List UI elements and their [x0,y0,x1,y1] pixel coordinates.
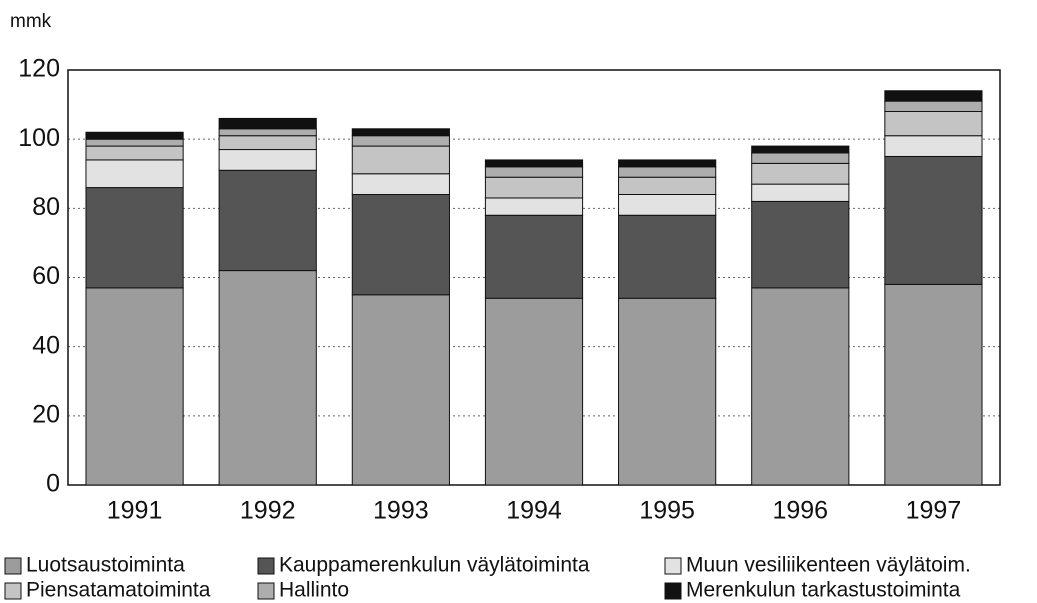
bar-segment [484,197,584,216]
x-tick-label: 1997 [906,497,962,525]
bar-segment [218,149,317,171]
bar-segment [85,187,184,289]
bar-segment [85,145,184,161]
bar-segment [85,159,184,189]
y-tick-label: 0 [46,470,60,498]
legend-swatch [664,557,682,575]
bar-segment [218,135,317,151]
y-tick-label: 60 [32,262,60,290]
bar-segment [618,166,717,178]
y-tick-label: 100 [18,124,60,152]
bar-segment [85,131,184,140]
x-tick-label: 1993 [373,497,429,525]
legend-label: Luotsaustoiminta [26,554,185,577]
bar-segment [884,135,983,157]
y-tick-label: 120 [18,55,60,83]
bar-segment [884,90,983,102]
bar-segment [884,283,983,486]
bar-segment [751,200,850,289]
bar-segment [351,194,450,296]
bar-segment [351,135,450,147]
bar-segment [351,294,450,486]
y-tick-label: 80 [32,193,60,221]
x-tick-label: 1991 [107,497,163,525]
bar-segment [484,297,584,486]
x-tick-label: 1995 [639,497,695,525]
bar-segment [884,100,983,112]
x-tick-label: 1996 [772,497,828,525]
y-tick-label: 20 [32,400,60,428]
x-tick-label: 1994 [506,497,562,525]
bar-segment [218,128,317,137]
bar-segment [884,111,983,137]
y-tick-label: 40 [32,331,60,359]
legend-swatch [257,582,275,600]
x-tick-label: 1992 [240,497,296,525]
bar-segment [351,173,450,195]
legend-swatch [257,557,275,575]
bar-segment [484,176,584,199]
legend-label: Merenkulun tarkastustoiminta [686,579,961,602]
bar-segment [484,214,584,299]
bar-segment [351,145,450,175]
bar-segment [484,159,584,168]
legend-label: Muun vesiliikenteen väylätoim. [686,554,971,577]
bar-segment [618,214,717,299]
bar-segment [884,155,983,285]
legend-label: Hallinto [279,579,349,602]
legend-swatch [4,557,22,575]
bar-segment [484,166,584,178]
bar-segment [618,176,717,195]
bar-segment [751,162,850,185]
legend-label: Piensatamatoiminta [26,579,211,602]
bar-segment [751,145,850,154]
bar-segment [618,159,717,168]
bar-segment [618,194,717,216]
bar-segment [85,138,184,147]
bar-segment [218,169,317,272]
legend-swatch [4,582,22,600]
bar-segment [218,270,317,486]
bar-segment [351,128,450,137]
legend-swatch [664,582,682,600]
bar-segment [751,183,850,202]
bar-segment [618,297,717,486]
bar-segment [751,287,850,486]
y-axis-label: mmk [10,11,52,32]
bar-segment [85,287,184,486]
legend-label: Kauppamerenkulun väylätoiminta [279,554,590,577]
bar-segment [751,152,850,164]
bar-segment [218,117,317,130]
